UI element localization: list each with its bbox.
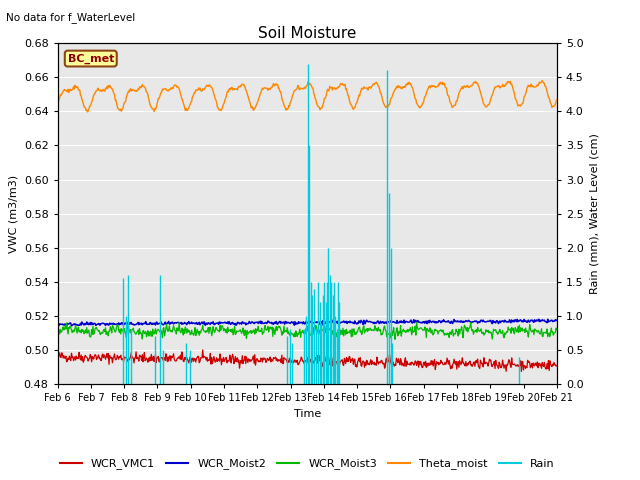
Legend: WCR_VMC1, WCR_Moist2, WCR_Moist3, Theta_moist, Rain: WCR_VMC1, WCR_Moist2, WCR_Moist3, Theta_… <box>55 454 559 474</box>
Text: BC_met: BC_met <box>68 53 114 64</box>
Title: Soil Moisture: Soil Moisture <box>258 25 356 41</box>
Y-axis label: Rain (mm), Water Level (cm): Rain (mm), Water Level (cm) <box>589 133 599 294</box>
X-axis label: Time: Time <box>294 408 321 419</box>
Y-axis label: VWC (m3/m3): VWC (m3/m3) <box>8 175 18 252</box>
Text: No data for f_WaterLevel: No data for f_WaterLevel <box>6 12 136 23</box>
